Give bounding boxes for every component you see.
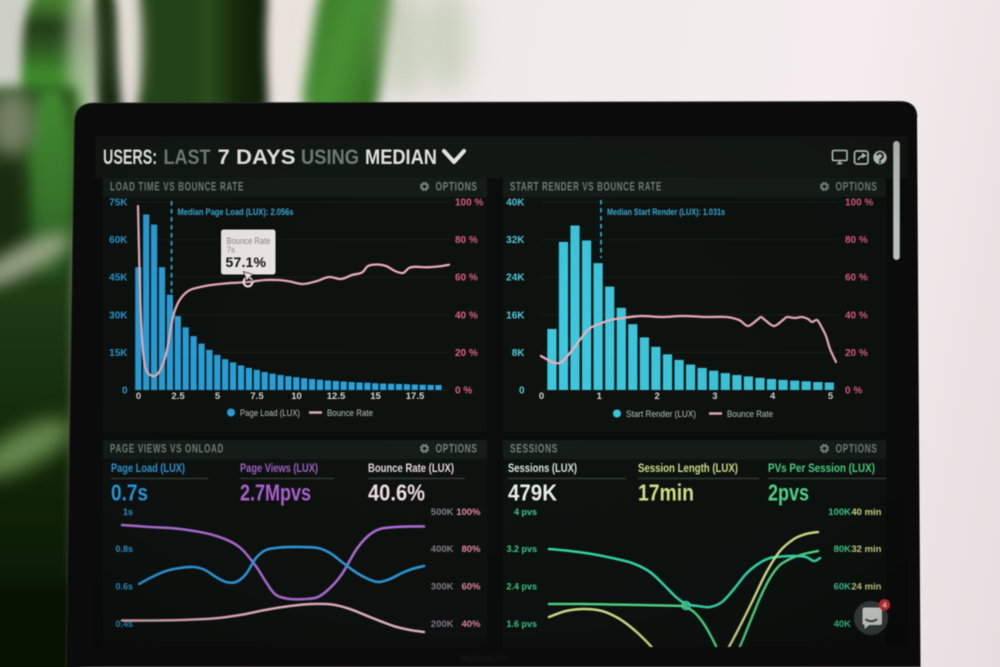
svg-text:MacBook Pro: MacBook Pro (460, 654, 509, 663)
